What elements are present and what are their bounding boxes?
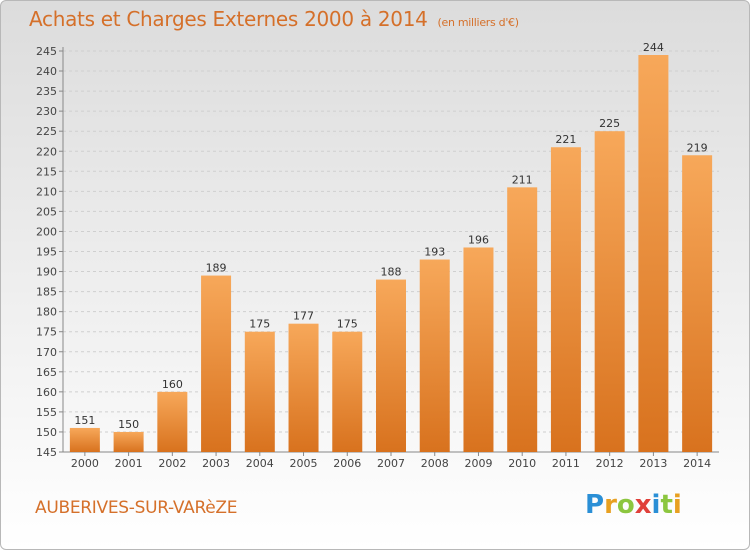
logo-letter: o (616, 490, 635, 520)
x-tick-label: 2000 (71, 457, 99, 470)
x-tick-label: 2007 (377, 457, 405, 470)
x-tick-label: 2010 (508, 457, 536, 470)
y-tick-label: 180 (36, 306, 57, 319)
y-tick-label: 195 (36, 246, 57, 259)
y-tick-labels: 145 150 155 160 165 170 175 180 185 190 195 200 205 2… (36, 45, 57, 459)
bar[interactable] (638, 55, 669, 452)
data-label: 221 (555, 133, 576, 146)
logo-letter: t (660, 490, 673, 520)
bar[interactable] (288, 323, 319, 452)
y-tick-label: 170 (36, 346, 57, 359)
logo-letter: x (634, 490, 652, 520)
data-label: 160 (162, 378, 183, 391)
data-label: 193 (424, 246, 445, 259)
logo-letter: r (604, 490, 617, 520)
y-tick-label: 155 (36, 406, 57, 419)
y-tick-label: 150 (36, 426, 57, 439)
y-tick-label: 240 (36, 65, 57, 78)
bar[interactable] (332, 331, 363, 452)
x-tick-label: 2002 (158, 457, 186, 470)
x-tick-label: 2004 (246, 457, 274, 470)
chart-title-text: Achats et Charges Externes 2000 à 2014 (29, 7, 428, 31)
data-label: 211 (512, 173, 533, 186)
data-label: 175 (249, 318, 270, 331)
bars: 151 150 160 189 175 177 175 188 193 196 211 221 225 2… (69, 41, 713, 453)
logo-letter: i (651, 490, 661, 520)
bar[interactable] (507, 187, 538, 452)
y-tick-label: 215 (36, 165, 57, 178)
y-tick-label: 165 (36, 366, 57, 379)
chart-title: Achats et Charges Externes 2000 à 2014 (e… (29, 7, 519, 31)
bar[interactable] (419, 259, 450, 452)
y-tick-label: 190 (36, 266, 57, 279)
bar[interactable] (594, 131, 625, 452)
x-tick-label: 2006 (333, 457, 361, 470)
x-tick-label: 2005 (290, 457, 318, 470)
bar[interactable] (113, 431, 144, 452)
y-tick-label: 175 (36, 326, 57, 339)
data-label: 219 (687, 141, 708, 154)
data-label: 188 (381, 266, 402, 279)
x-tick-label: 2008 (421, 457, 449, 470)
x-tick-label: 2003 (202, 457, 230, 470)
y-tick-label: 230 (36, 105, 57, 118)
y-tick-label: 160 (36, 386, 57, 399)
data-label: 225 (599, 117, 620, 130)
x-tick-label: 2011 (552, 457, 580, 470)
y-tick-label: 235 (36, 85, 57, 98)
bar[interactable] (69, 427, 100, 452)
data-label: 150 (118, 418, 139, 431)
data-label: 196 (468, 233, 489, 246)
y-tick-label: 145 (36, 446, 57, 459)
town-name: AUBERIVES-SUR-VARèZE (35, 498, 238, 518)
x-tick-label: 2009 (464, 457, 492, 470)
data-label: 244 (643, 41, 664, 54)
data-label: 175 (337, 318, 358, 331)
y-tick-label: 205 (36, 205, 57, 218)
bar[interactable] (463, 247, 494, 452)
data-label: 177 (293, 310, 314, 323)
bar[interactable] (682, 155, 713, 452)
logo-letter: P (585, 490, 605, 520)
y-tick-label: 200 (36, 225, 57, 238)
x-tick-labels: 2000 2001 2002 2003 2004 2005 2006 2007 2008 2009… (71, 457, 711, 470)
y-tick-label: 210 (36, 185, 57, 198)
chart-subtitle: (en milliers d'€) (437, 16, 519, 29)
y-tick-label: 245 (36, 45, 57, 58)
x-tick-label: 2001 (115, 457, 143, 470)
y-tick-label: 185 (36, 286, 57, 299)
bar[interactable] (376, 279, 406, 452)
y-tick-label: 225 (36, 125, 57, 138)
x-tick-label: 2013 (639, 457, 667, 470)
data-label: 151 (74, 414, 95, 427)
x-tick-label: 2014 (683, 457, 711, 470)
bar[interactable] (201, 275, 232, 452)
x-tick-label: 2012 (596, 457, 624, 470)
bar[interactable] (157, 391, 188, 452)
proxiti-logo[interactable]: Proxiti (585, 490, 682, 520)
logo-letter: i (672, 490, 682, 520)
data-label: 189 (206, 262, 227, 275)
bar[interactable] (244, 331, 275, 452)
y-tick-label: 220 (36, 145, 57, 158)
bar[interactable] (550, 147, 581, 453)
